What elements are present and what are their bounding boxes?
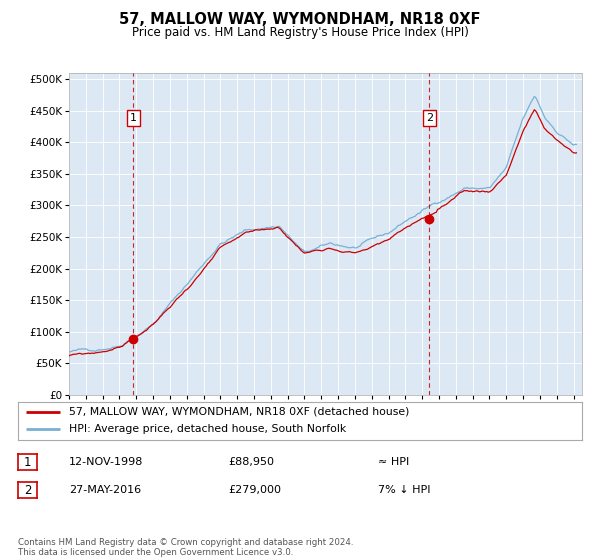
Text: 27-MAY-2016: 27-MAY-2016 xyxy=(69,485,141,495)
Text: £88,950: £88,950 xyxy=(228,457,274,467)
Text: 1: 1 xyxy=(24,455,31,469)
Text: 57, MALLOW WAY, WYMONDHAM, NR18 0XF: 57, MALLOW WAY, WYMONDHAM, NR18 0XF xyxy=(119,12,481,27)
Text: 7% ↓ HPI: 7% ↓ HPI xyxy=(378,485,431,495)
Text: Price paid vs. HM Land Registry's House Price Index (HPI): Price paid vs. HM Land Registry's House … xyxy=(131,26,469,39)
Text: £279,000: £279,000 xyxy=(228,485,281,495)
Text: HPI: Average price, detached house, South Norfolk: HPI: Average price, detached house, Sout… xyxy=(69,424,346,435)
Text: 2: 2 xyxy=(24,483,31,497)
Text: 57, MALLOW WAY, WYMONDHAM, NR18 0XF (detached house): 57, MALLOW WAY, WYMONDHAM, NR18 0XF (det… xyxy=(69,407,409,417)
Text: 2: 2 xyxy=(425,113,433,123)
Text: 12-NOV-1998: 12-NOV-1998 xyxy=(69,457,143,467)
Text: Contains HM Land Registry data © Crown copyright and database right 2024.
This d: Contains HM Land Registry data © Crown c… xyxy=(18,538,353,557)
Text: ≈ HPI: ≈ HPI xyxy=(378,457,409,467)
Text: 1: 1 xyxy=(130,113,137,123)
